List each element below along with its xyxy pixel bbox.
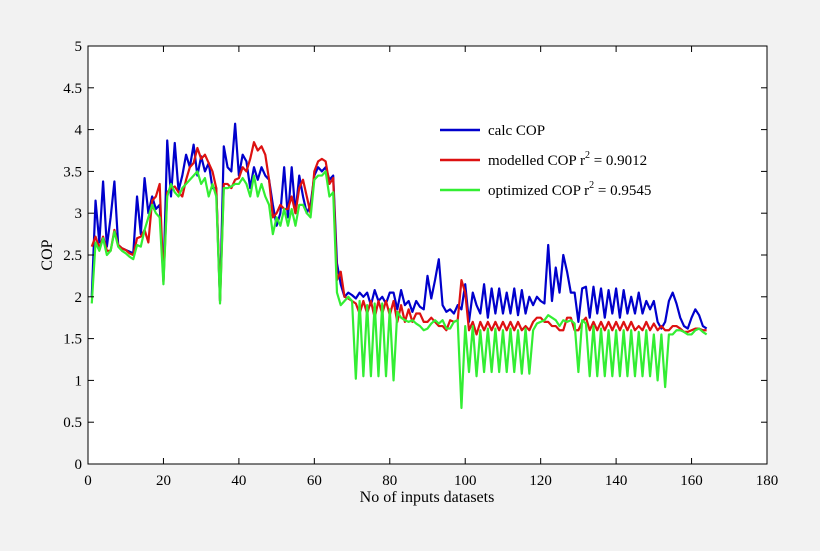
series-layer — [90, 122, 708, 410]
plot-area — [88, 46, 767, 464]
y-tick-label: 2.5 — [63, 248, 82, 264]
x-tick-label: 140 — [605, 473, 628, 489]
x-tick-label: 180 — [756, 473, 779, 489]
legend-value: = 0.9545 — [594, 183, 651, 199]
x-tick-label: 60 — [307, 473, 322, 489]
y-tick-label: 2 — [75, 290, 83, 306]
x-tick-label: 120 — [529, 473, 552, 489]
legend-entry-3: optimized COP r2 = 0.9545 — [488, 180, 651, 199]
legend-entry-1: calc COP — [488, 123, 545, 139]
legend-superscript: 2 — [589, 180, 594, 191]
x-tick-label: 100 — [454, 473, 477, 489]
series-line-1 — [90, 122, 708, 330]
legend: calc COP modelled COP r2 = 0.9012 optimize… — [440, 123, 651, 199]
y-tick-label: 1 — [75, 373, 83, 389]
x-tick-label: 20 — [156, 473, 171, 489]
x-axis-label: No of inputs datasets — [360, 489, 495, 506]
y-tick-label: 0 — [75, 457, 83, 473]
x-tick-label: 160 — [680, 473, 703, 489]
y-tick-label: 4 — [75, 123, 83, 139]
y-tick-label: 1.5 — [63, 332, 82, 348]
y-tick-label: 0.5 — [63, 415, 82, 431]
axes-layer: 0 20 40 60 80 100 120 140 160 180 0 0.5 1 1.5 2 2.5 3 3.5… — [63, 39, 778, 489]
y-tick-label: 3.5 — [63, 164, 82, 180]
x-tick-label: 0 — [84, 473, 92, 489]
legend-superscript: 2 — [585, 150, 590, 161]
x-tick-label: 80 — [382, 473, 397, 489]
y-tick-label: 5 — [75, 39, 83, 55]
series-line-3 — [90, 170, 708, 410]
legend-entry-2: modelled COP r2 = 0.9012 — [488, 150, 647, 169]
y-tick-label: 4.5 — [63, 81, 82, 97]
y-axis-label: COP — [39, 239, 56, 270]
x-tick-label: 40 — [231, 473, 246, 489]
legend-value: = 0.9012 — [590, 153, 647, 169]
y-tick-label: 3 — [75, 206, 83, 222]
